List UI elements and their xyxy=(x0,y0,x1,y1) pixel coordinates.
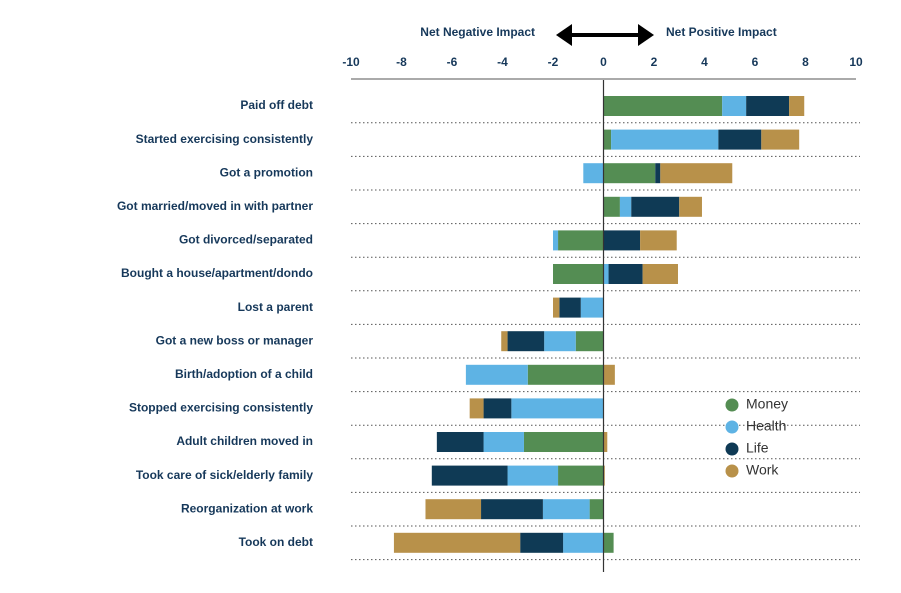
legend-label: Health xyxy=(746,418,786,434)
category-label: Stopped exercising consistently xyxy=(129,401,313,415)
bar-segment xyxy=(655,163,661,184)
bar-segment xyxy=(608,264,643,284)
bar-segment xyxy=(523,432,604,452)
bar-segment xyxy=(603,196,620,217)
x-tick-label: -4 xyxy=(497,55,508,69)
bar-segment xyxy=(603,129,612,150)
category-label: Paid off debt xyxy=(240,98,313,112)
x-tick-label: 2 xyxy=(651,55,658,69)
bar-segment xyxy=(393,532,521,553)
legend-marker xyxy=(725,398,739,412)
bar-segment xyxy=(465,364,528,385)
bar-segment xyxy=(558,230,604,251)
category-label: Got a new boss or manager xyxy=(156,333,314,347)
bar-segment xyxy=(718,129,762,150)
bar-segment xyxy=(603,163,656,184)
x-tick-label: 10 xyxy=(849,55,863,69)
category-label: Birth/adoption of a child xyxy=(175,367,313,381)
bar-segment xyxy=(481,499,543,520)
bar-segment xyxy=(631,196,680,217)
bar-segment xyxy=(789,96,805,116)
bar-segment xyxy=(553,230,559,251)
x-tick-label: -2 xyxy=(548,55,559,69)
x-tick-label: -8 xyxy=(396,55,407,69)
bar-segment xyxy=(436,432,484,452)
bar-segment xyxy=(603,96,723,116)
bar-segment xyxy=(563,532,604,553)
bar-segment xyxy=(483,432,524,452)
negative-label: Net Negative Impact xyxy=(420,25,535,39)
category-label: Took care of sick/elderly family xyxy=(136,468,314,482)
bar-segment xyxy=(603,230,641,251)
bar-segment xyxy=(589,499,604,520)
x-tick-label: 8 xyxy=(802,55,809,69)
bar-segment xyxy=(603,532,614,553)
bar-segment xyxy=(575,331,604,352)
bar-segment xyxy=(642,264,678,284)
x-tick-label: -10 xyxy=(342,55,360,69)
bar-segment xyxy=(603,364,615,385)
bar-segment xyxy=(559,297,581,318)
bar-segment xyxy=(611,129,719,150)
bar-segment xyxy=(580,297,604,318)
bar-segment xyxy=(746,96,790,116)
x-tick-label: 4 xyxy=(701,55,708,69)
bar-segment xyxy=(469,398,484,419)
legend-marker xyxy=(725,442,739,456)
legend-marker xyxy=(725,464,739,478)
category-label: Got a promotion xyxy=(220,165,313,179)
bar-segment xyxy=(679,196,702,217)
legend-label: Life xyxy=(746,440,769,456)
bar-segment xyxy=(603,465,605,486)
bar-segment xyxy=(511,398,604,419)
category-label: Started exercising consistently xyxy=(136,132,314,146)
bar-segment xyxy=(483,398,512,419)
bar-segment xyxy=(603,432,608,452)
category-label: Adult children moved in xyxy=(176,434,313,448)
bar-segment xyxy=(603,264,609,284)
bar-segment xyxy=(507,331,545,352)
category-label: Lost a parent xyxy=(238,300,313,314)
bar-segment xyxy=(553,264,604,284)
category-label: Bought a house/apartment/dondo xyxy=(121,266,313,280)
bar-segment xyxy=(431,465,508,486)
x-tick-label: 6 xyxy=(752,55,759,69)
bar-segment xyxy=(544,331,576,352)
legend-label: Work xyxy=(746,462,779,478)
bar-segment xyxy=(558,465,604,486)
category-label: Took on debt xyxy=(239,535,313,549)
bar-segment xyxy=(527,364,604,385)
bar-segment xyxy=(619,196,632,217)
bar-segment xyxy=(553,297,560,318)
legend-label: Money xyxy=(746,396,788,412)
direction-arrow xyxy=(556,24,654,46)
category-label: Reorganization at work xyxy=(181,501,313,515)
bar-segment xyxy=(722,96,747,116)
bar-segment xyxy=(425,499,482,520)
bar-segment xyxy=(507,465,559,486)
category-label: Got divorced/separated xyxy=(179,233,313,247)
bar-segment xyxy=(640,230,677,251)
legend-marker xyxy=(725,420,739,434)
category-label: Got married/moved in with partner xyxy=(117,199,313,213)
bar-segment xyxy=(761,129,800,150)
bar-segment xyxy=(501,331,508,352)
positive-label: Net Positive Impact xyxy=(666,25,777,39)
x-tick-label: -6 xyxy=(447,55,458,69)
x-tick-label: 0 xyxy=(600,55,607,69)
bar-segment xyxy=(542,499,590,520)
bar-segment xyxy=(583,163,604,184)
bar-segment xyxy=(520,532,564,553)
bar-segment xyxy=(660,163,733,184)
